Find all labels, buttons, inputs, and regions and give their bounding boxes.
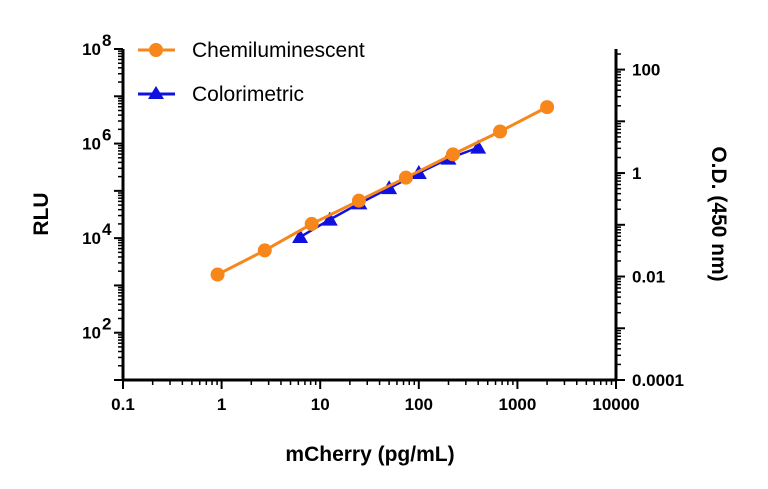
y2-tick-label: 0.0001	[632, 371, 684, 390]
chemiluminescent-point	[257, 243, 272, 258]
x-tick-label: 10000	[592, 395, 639, 414]
chemiluminescent-point	[304, 216, 319, 231]
y2-tick-label: 0.01	[632, 268, 665, 287]
chemiluminescent-line	[216, 105, 548, 276]
chemiluminescent-point	[210, 267, 225, 282]
legend: Chemiluminescent Colorimetric	[138, 39, 365, 106]
legend-label-chemiluminescent: Chemiluminescent	[192, 39, 365, 62]
x-tick-label: 1000	[498, 395, 536, 414]
colorimetric-point	[321, 211, 338, 226]
y-tick-exponent: 2	[102, 315, 111, 334]
y-tick-exponent: 6	[102, 126, 111, 145]
y-axis-label: RLU	[30, 192, 53, 235]
chemiluminescent-point	[398, 170, 413, 185]
chemiluminescent-point	[493, 124, 508, 139]
y2-tick-label: 1	[632, 164, 641, 183]
legend-marker-circle	[149, 43, 163, 57]
x-tick-label: 100	[405, 395, 433, 414]
y-tick-label: 10	[82, 135, 101, 154]
y-tick-label: 10	[82, 324, 101, 343]
legend-label-colorimetric: Colorimetric	[192, 83, 304, 106]
colorimetric-point	[292, 229, 309, 244]
series-chemiluminescent	[210, 100, 555, 282]
y-tick-exponent: 4	[102, 220, 112, 239]
y-tick-label: 10	[82, 40, 101, 59]
chemiluminescent-point	[351, 193, 366, 208]
x-axis-label: mCherry (pg/mL)	[285, 443, 454, 466]
y2-axis-label: O.D. (450 nm)	[707, 146, 730, 281]
colorimetric-point	[470, 139, 487, 154]
chemiluminescent-point	[445, 147, 460, 162]
x-tick-label: 1	[217, 395, 226, 414]
y-tick-label: 10	[82, 229, 101, 248]
chemiluminescent-point	[540, 100, 555, 115]
x-tick-label: 0.1	[111, 395, 135, 414]
legend-marker-triangle	[148, 86, 164, 99]
y2-tick-label: 100	[632, 61, 660, 80]
y-tick-exponent: 8	[102, 31, 111, 50]
x-tick-label: 10	[311, 395, 330, 414]
